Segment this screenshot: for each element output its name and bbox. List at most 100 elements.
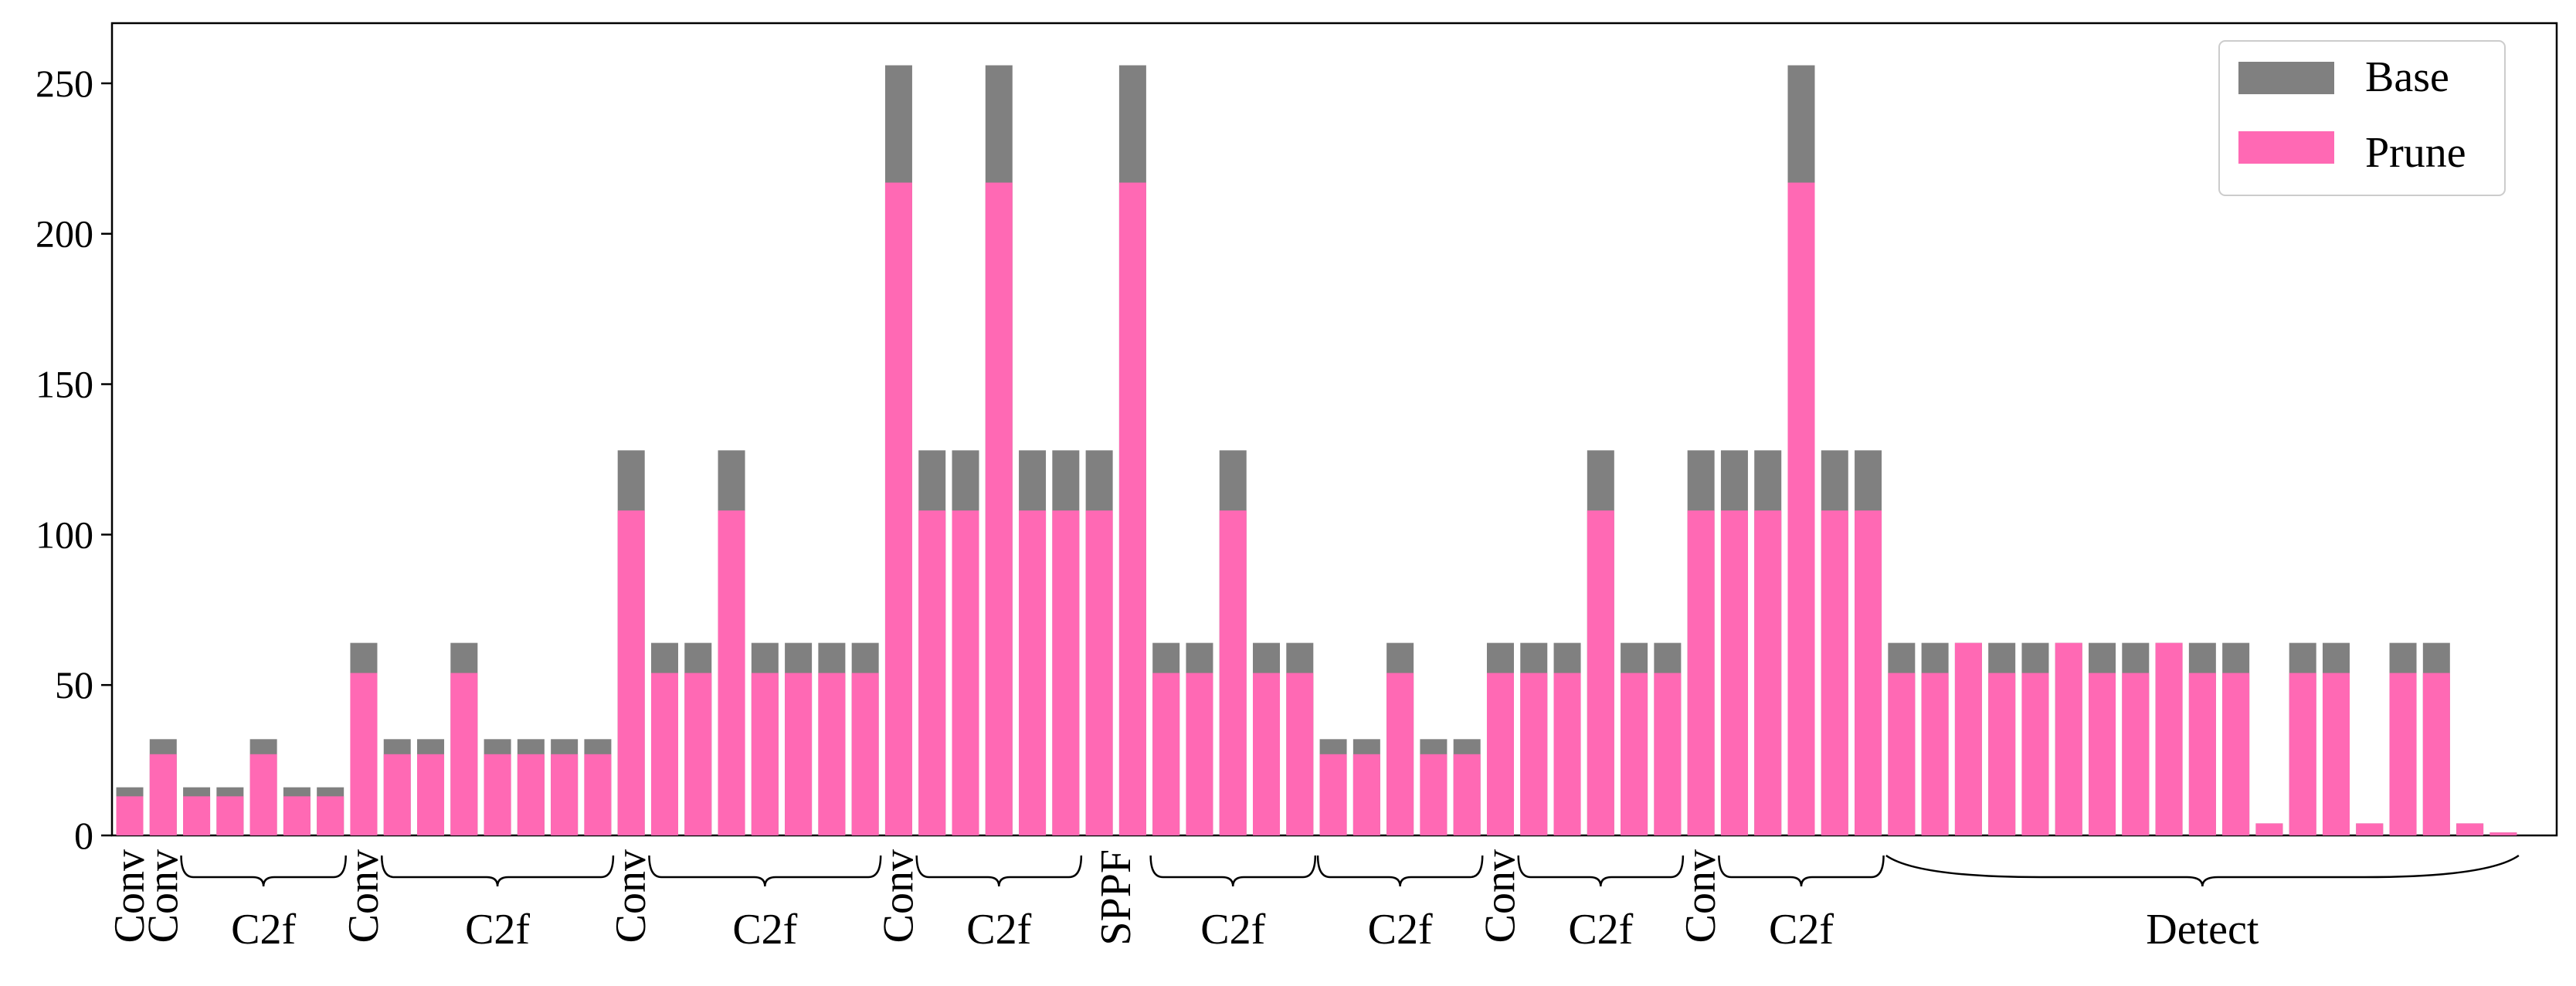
bar-prune-46 xyxy=(1654,673,1682,835)
bar-prune-9 xyxy=(417,754,445,835)
group-brace-15 xyxy=(1718,855,1885,887)
group-label-16: Detect xyxy=(2146,906,2259,954)
bar-prune-63 xyxy=(2222,673,2250,835)
group-label-7: Conv xyxy=(874,849,922,943)
legend-swatch-prune xyxy=(2238,131,2334,164)
bar-prune-30 xyxy=(1118,182,1146,835)
bar-prune-24 xyxy=(918,510,946,835)
bar-prune-23 xyxy=(884,182,912,835)
bar-prune-45 xyxy=(1621,673,1648,835)
bar-prune-3 xyxy=(216,796,244,835)
group-label-1: Conv xyxy=(139,849,187,943)
bar-prune-39 xyxy=(1420,754,1448,835)
bar-prune-57 xyxy=(2021,673,2049,835)
legend-swatch-base xyxy=(2238,62,2334,94)
bar-prune-70 xyxy=(2456,823,2484,835)
bar-prune-40 xyxy=(1453,754,1481,835)
group-brace-11 xyxy=(1316,855,1484,887)
bar-prune-62 xyxy=(2188,673,2216,835)
group-label-11: C2f xyxy=(1368,906,1433,954)
group-label-10: C2f xyxy=(1200,906,1265,954)
bar-prune-68 xyxy=(2389,673,2417,835)
bar-prune-41 xyxy=(1486,673,1514,835)
bar-prune-71 xyxy=(2489,832,2517,835)
y-tick-label-200: 200 xyxy=(36,212,93,256)
group-brace-6 xyxy=(648,855,882,887)
bar-prune-15 xyxy=(617,510,645,835)
bar-prune-58 xyxy=(2055,642,2082,835)
bar-prune-6 xyxy=(317,796,344,835)
group-brace-4 xyxy=(380,855,615,887)
bar-prune-42 xyxy=(1520,673,1548,835)
bar-prune-8 xyxy=(383,754,411,835)
bar-prune-36 xyxy=(1319,754,1347,835)
group-label-8: C2f xyxy=(966,906,1031,954)
bar-prune-34 xyxy=(1253,673,1281,835)
legend-label-base: Base xyxy=(2365,53,2449,101)
bar-prune-66 xyxy=(2322,673,2350,835)
bar-prune-18 xyxy=(718,510,745,835)
bar-prune-37 xyxy=(1352,754,1380,835)
bar-prune-1 xyxy=(149,754,177,835)
y-tick-label-100: 100 xyxy=(36,513,93,556)
bar-prune-59 xyxy=(2089,673,2116,835)
bar-prune-29 xyxy=(1085,510,1113,835)
bar-prune-69 xyxy=(2422,673,2450,835)
bar-prune-21 xyxy=(818,673,846,835)
group-label-14: Conv xyxy=(1677,849,1725,943)
bar-prune-55 xyxy=(1954,642,1982,835)
bar-prune-48 xyxy=(1720,510,1748,835)
bar-prune-16 xyxy=(650,673,678,835)
bar-prune-56 xyxy=(1988,673,2016,835)
bar-prune-32 xyxy=(1186,673,1213,835)
bar-prune-44 xyxy=(1587,510,1614,835)
group-label-2: C2f xyxy=(231,906,296,954)
bar-prune-50 xyxy=(1787,182,1815,835)
y-tick-label-250: 250 xyxy=(36,62,93,105)
group-label-13: C2f xyxy=(1568,906,1633,954)
bar-prune-12 xyxy=(517,754,545,835)
group-brace-2 xyxy=(180,855,347,887)
bar-prune-31 xyxy=(1152,673,1180,835)
bar-prune-10 xyxy=(450,673,478,835)
bar-prune-25 xyxy=(952,510,979,835)
group-label-4: C2f xyxy=(465,906,530,954)
bar-prune-65 xyxy=(2289,673,2316,835)
legend-label-prune: Prune xyxy=(2365,129,2466,177)
group-label-15: C2f xyxy=(1769,906,1834,954)
bar-prune-27 xyxy=(1019,510,1047,835)
group-brace-16 xyxy=(1885,854,2520,887)
bar-prune-22 xyxy=(851,673,879,835)
group-brace-10 xyxy=(1149,855,1317,887)
bar-prune-0 xyxy=(116,796,144,835)
bar-prune-52 xyxy=(1855,510,1882,835)
bar-prune-47 xyxy=(1687,510,1715,835)
bar-prune-4 xyxy=(249,754,277,835)
y-tick-label-0: 0 xyxy=(74,814,93,857)
group-label-0: Conv xyxy=(106,849,154,943)
bar-prune-67 xyxy=(2356,823,2384,835)
bar-prune-54 xyxy=(1921,673,1949,835)
group-label-5: Conv xyxy=(607,849,655,943)
bar-prune-5 xyxy=(283,796,311,835)
y-axis: 0 50 100 150 200 250 xyxy=(36,62,112,857)
legend: Base Prune xyxy=(2218,40,2506,196)
bar-prune-53 xyxy=(1888,673,1916,835)
bar-prune-11 xyxy=(484,754,511,835)
bar-prune-49 xyxy=(1754,510,1782,835)
bar-prune-14 xyxy=(584,754,612,835)
group-label-12: Conv xyxy=(1476,849,1524,943)
bar-prune-43 xyxy=(1553,673,1581,835)
bar-prune-64 xyxy=(2255,823,2283,835)
bar-prune-7 xyxy=(350,673,378,835)
bar-prune-2 xyxy=(183,796,211,835)
bar-prune-60 xyxy=(2122,673,2150,835)
y-tick-label-150: 150 xyxy=(36,363,93,406)
bar-prune-26 xyxy=(985,182,1013,835)
bar-prune-38 xyxy=(1386,673,1414,835)
bar-prune-61 xyxy=(2155,642,2183,835)
bar-prune-19 xyxy=(751,673,779,835)
bar-prune-28 xyxy=(1052,510,1080,835)
